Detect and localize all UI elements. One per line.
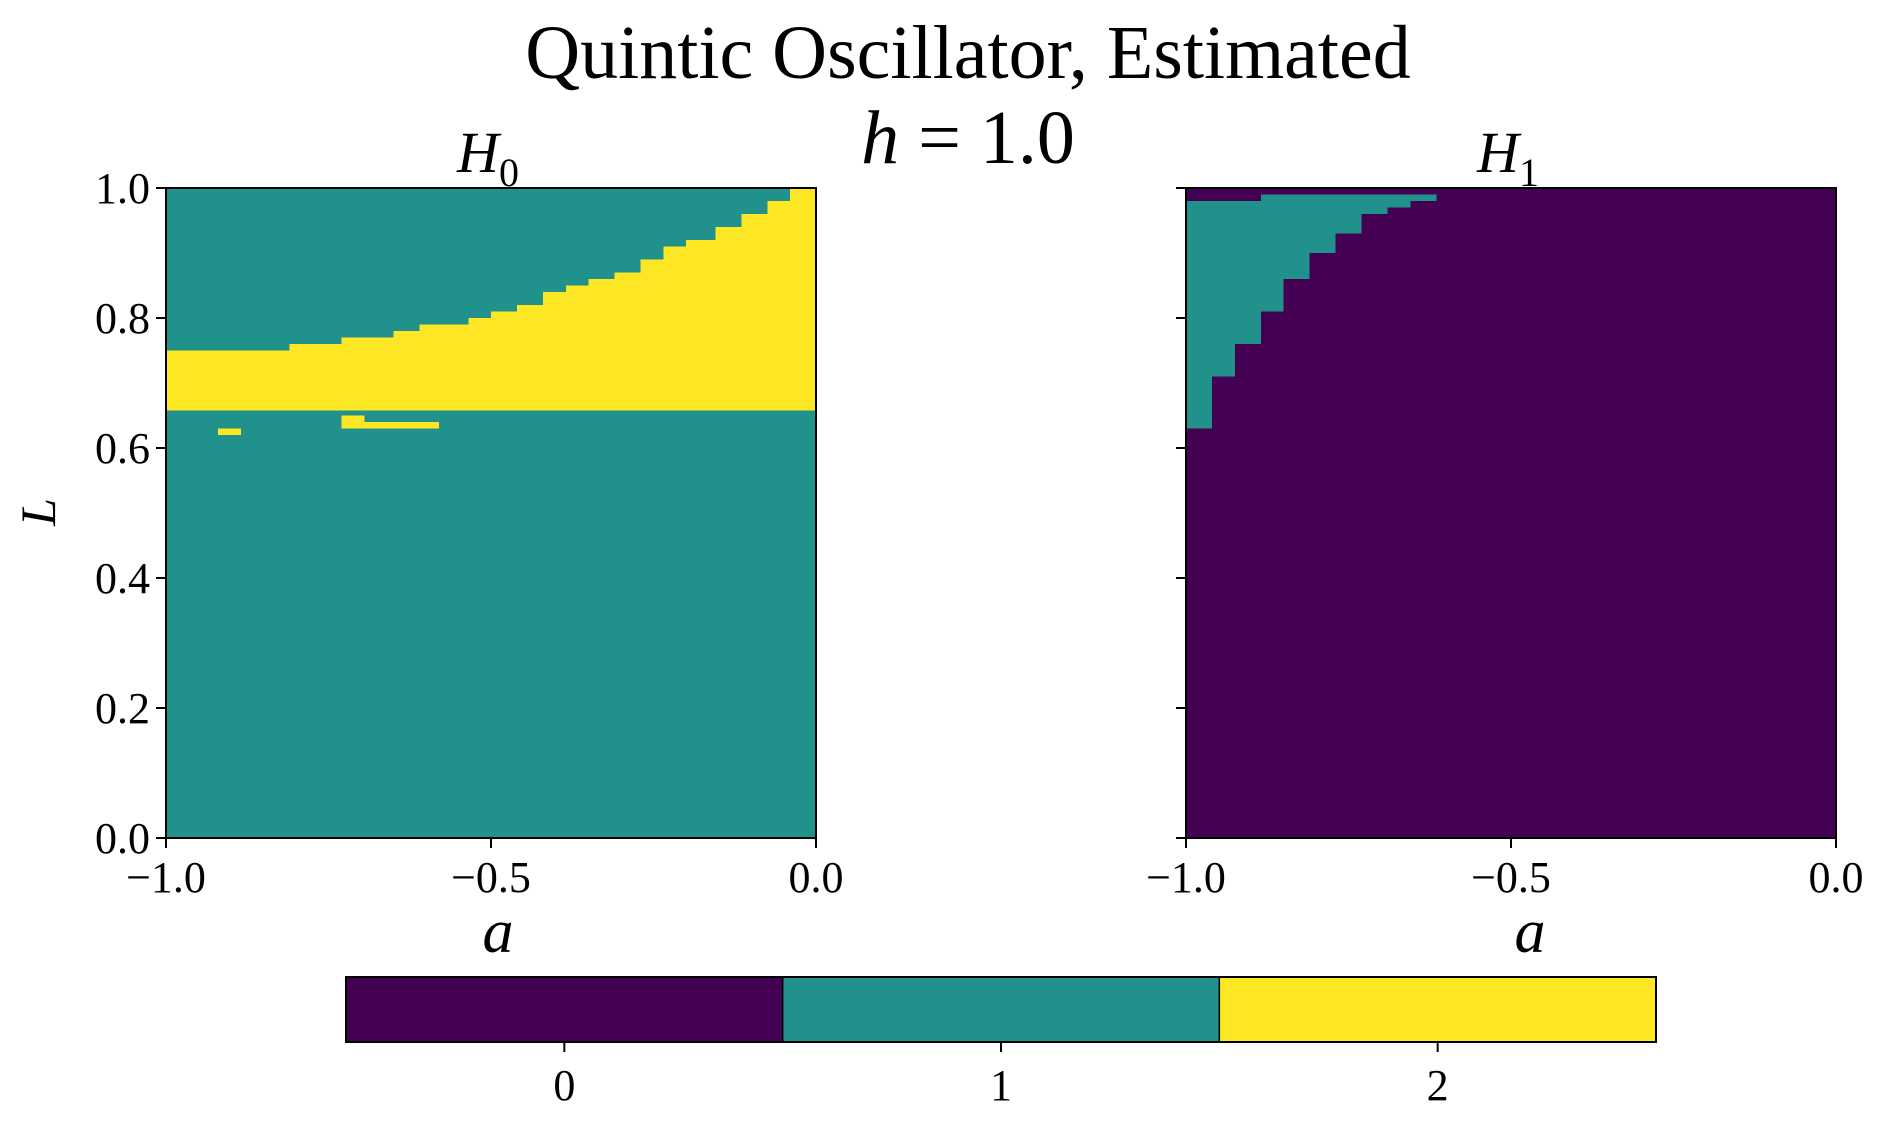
left-heatmap-cell-block bbox=[715, 227, 742, 357]
right-x-tick-label: 0.0 bbox=[1809, 853, 1864, 902]
left-title-base: H bbox=[456, 120, 502, 185]
left-heatmap-cell-block bbox=[741, 214, 768, 357]
left-heatmap-cell-block bbox=[341, 415, 365, 429]
right-x-tick-label: −0.5 bbox=[1471, 853, 1551, 902]
figure-title: Quintic Oscillator, Estimated bbox=[525, 11, 1411, 95]
left-heatmap-cell-block bbox=[468, 318, 491, 357]
left-heatmap-cell-block bbox=[686, 240, 716, 357]
right-title-sub: 1 bbox=[1519, 150, 1539, 195]
left-heatmap-cell-block bbox=[218, 428, 241, 435]
subtitle-value: = 1.0 bbox=[899, 96, 1075, 180]
right-heatmap-cell-block bbox=[1260, 201, 1284, 312]
left-heatmap-cell-block bbox=[640, 259, 664, 357]
subtitle-variable: h bbox=[861, 96, 899, 180]
right-heatmap-cell-block bbox=[1234, 201, 1261, 344]
left-title-sub: 0 bbox=[499, 150, 519, 195]
left-x-tick-label: 0.0 bbox=[789, 853, 844, 902]
right-heatmap-cell-block bbox=[1212, 201, 1235, 377]
right-heatmap-cell-block bbox=[1335, 201, 1362, 234]
left-y-tick-label: 0.4 bbox=[95, 554, 150, 603]
right-heatmap-cell-block bbox=[1361, 201, 1388, 214]
left-y-tick-label: 0.6 bbox=[95, 424, 150, 473]
left-heatmap-cell-block bbox=[663, 246, 686, 357]
left-heatmap-cell-block bbox=[543, 292, 566, 357]
right-heatmap-cell-block bbox=[1186, 201, 1212, 429]
left-heatmap-cell-block bbox=[588, 279, 615, 357]
colorbar-tick-label: 2 bbox=[1427, 1061, 1449, 1110]
left-xlabel: a bbox=[483, 898, 514, 966]
right-title-base: H bbox=[1476, 120, 1522, 185]
left-heatmap-cell-block bbox=[341, 337, 394, 357]
left-heatmap-cell-block bbox=[166, 351, 816, 411]
left-heatmap-cell-block bbox=[614, 272, 641, 357]
left-heatmap-cell-block bbox=[565, 285, 589, 357]
right-xlabel: a bbox=[1515, 898, 1546, 966]
left-heatmap-cell-block bbox=[767, 201, 790, 357]
left-y-tick-label: 0.0 bbox=[95, 814, 150, 863]
left-heatmap-cell-block bbox=[393, 331, 420, 357]
right-heatmap-background bbox=[1186, 188, 1836, 838]
left-heatmap-cell-block bbox=[790, 188, 816, 357]
colorbar-segment bbox=[346, 977, 783, 1042]
left-heatmap-cell-block bbox=[289, 344, 342, 357]
right-heatmap-cell-block bbox=[1283, 201, 1310, 279]
left-heatmap-cell-block bbox=[491, 311, 517, 357]
left-x-tick-label: −0.5 bbox=[451, 853, 531, 902]
left-x-tick-label: −1.0 bbox=[126, 853, 206, 902]
left-ylabel: L bbox=[10, 498, 66, 527]
right-heatmap-cell-block bbox=[1260, 194, 1437, 201]
left-panel-title: H0 bbox=[456, 120, 519, 195]
colorbar: 0 1 2 bbox=[345, 976, 1657, 1110]
left-heatmap-axes: −1.0 −0.5 0.0 0.0 0.2 0.4 0.6 0.8 1.0 bbox=[95, 164, 844, 902]
left-heatmap-cell-block bbox=[166, 350, 290, 357]
colorbar-segment bbox=[1219, 977, 1656, 1042]
right-heatmap-cell-block bbox=[1309, 201, 1336, 253]
left-y-tick-label: 0.2 bbox=[95, 684, 150, 733]
left-y-tick-label: 0.8 bbox=[95, 294, 150, 343]
figure-subtitle: h = 1.0 bbox=[861, 96, 1075, 180]
left-heatmap-cell-block bbox=[364, 422, 439, 429]
left-heatmap-cell-block bbox=[517, 305, 543, 357]
colorbar-tick-label: 1 bbox=[990, 1061, 1012, 1110]
left-y-tick-label: 1.0 bbox=[95, 164, 150, 213]
right-heatmap-cell-block bbox=[1387, 201, 1411, 208]
right-panel-title: H1 bbox=[1476, 120, 1539, 195]
left-heatmap-cell-block bbox=[419, 324, 469, 357]
right-heatmap-axes: −1.0 −0.5 0.0 bbox=[1146, 187, 1864, 902]
colorbar-tick-label: 0 bbox=[553, 1061, 575, 1110]
right-x-tick-label: −1.0 bbox=[1146, 853, 1226, 902]
colorbar-segment bbox=[782, 977, 1220, 1042]
